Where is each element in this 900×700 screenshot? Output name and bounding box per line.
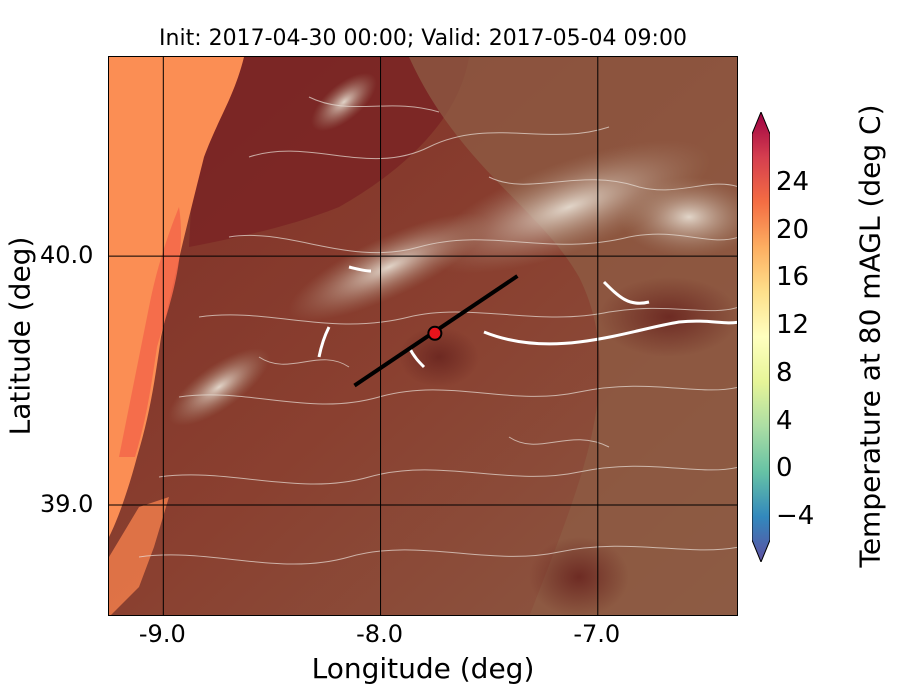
dark-valley-2	[529, 537, 629, 615]
colorbar-tick-label: 4	[776, 405, 793, 436]
location-marker	[427, 325, 443, 341]
ocean-south	[109, 497, 169, 615]
x-tick-label: -7.0	[573, 620, 621, 648]
x-tick-label: -9.0	[138, 620, 186, 648]
warm-region	[189, 57, 469, 247]
coastal-warm-band	[119, 207, 181, 457]
gridlines	[109, 57, 737, 615]
y-tick-label: 39.0	[40, 490, 94, 518]
chart-title: Init: 2017-04-30 00:00; Valid: 2017-05-0…	[159, 26, 687, 51]
temperature-map	[109, 57, 737, 615]
y-tick-label: 40.0	[40, 241, 94, 270]
highland-ridge-5	[311, 72, 377, 132]
y-axis-label: Latitude (deg)	[3, 236, 37, 436]
x-axis-label: Longitude (deg)	[311, 652, 535, 685]
colorbar-tick-label: 16	[776, 262, 810, 293]
rivers	[317, 265, 737, 369]
colorbar	[752, 112, 770, 562]
colorbar-tick-label: 20	[776, 214, 810, 245]
dark-valley-1	[599, 277, 737, 357]
colorbar-body	[752, 112, 770, 562]
colorbar-tick-label: −4	[776, 501, 815, 532]
colorbar-tick-label: 24	[776, 166, 810, 197]
highland-ridge-2	[288, 213, 490, 321]
map-panel[interactable]	[108, 56, 738, 616]
highland-ridge-3	[619, 177, 737, 257]
colorbar-tick-label: 12	[776, 310, 810, 341]
colorbar-tick-label: 8	[776, 357, 793, 388]
colorbar-label: Temperature at 80 mAGL (deg C)	[853, 104, 887, 568]
contour-lines	[138, 96, 737, 565]
x-tick-label: -8.0	[356, 620, 403, 648]
colorbar-tick-label: 0	[776, 453, 793, 484]
highland-ridge-4	[168, 348, 270, 426]
